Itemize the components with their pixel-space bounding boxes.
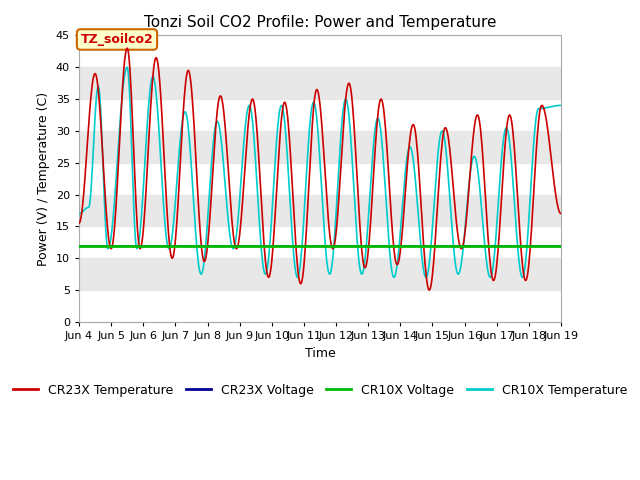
Text: TZ_soilco2: TZ_soilco2 [81, 33, 154, 46]
Bar [79, 99, 561, 131]
Bar [79, 227, 561, 258]
Legend: CR23X Temperature, CR23X Voltage, CR10X Voltage, CR10X Temperature: CR23X Temperature, CR23X Voltage, CR10X … [8, 379, 632, 402]
Bar [79, 36, 561, 67]
X-axis label: Time: Time [305, 347, 335, 360]
Title: Tonzi Soil CO2 Profile: Power and Temperature: Tonzi Soil CO2 Profile: Power and Temper… [144, 15, 496, 30]
Bar [79, 163, 561, 194]
Bar [79, 290, 561, 322]
Y-axis label: Power (V) / Temperature (C): Power (V) / Temperature (C) [37, 92, 51, 266]
